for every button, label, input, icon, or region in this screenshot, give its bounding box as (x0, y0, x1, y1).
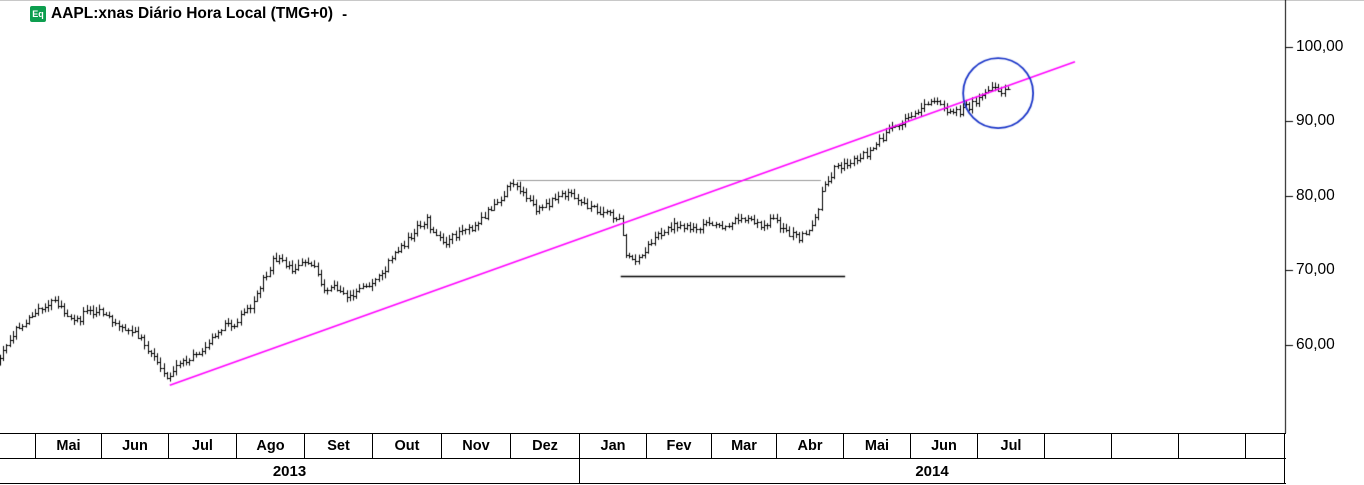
month-cell-nov-7: Nov (441, 434, 510, 458)
month-cell-empty-19 (1245, 434, 1285, 458)
month-cell-empty-17 (1111, 434, 1178, 458)
chart-titlebar: Eq AAPL:xnas Diário Hora Local (TMG+0) - (30, 5, 347, 23)
month-cell-abr-12: Abr (776, 434, 843, 458)
month-cell-mar-11: Mar (711, 434, 776, 458)
y-tick-label-3: 70,00 (1296, 261, 1335, 278)
chart-menu-dash-button[interactable]: - (342, 5, 348, 23)
month-cell-mai-1: Mai (35, 434, 101, 458)
month-axis: Mai Jun Jul Ago Set Out Nov Dez Jan Fev Mar Abr Mai J… (0, 433, 1286, 459)
month-cell-jun-14: Jun (910, 434, 977, 458)
month-cell-jul-15: Jul (977, 434, 1044, 458)
month-cell-out-6: Out (372, 434, 441, 458)
month-cell-jun-2: Jun (101, 434, 168, 458)
month-cell-fev-10: Fev (646, 434, 711, 458)
month-cell-mai-13: Mai (843, 434, 910, 458)
equity-badge-icon: Eq (30, 6, 46, 22)
year-axis: 2013 2014 (0, 459, 1286, 484)
month-cell-jul-3: Jul (168, 434, 236, 458)
y-tick-label-1: 90,00 (1296, 112, 1335, 129)
y-tick-label-4: 60,00 (1296, 336, 1335, 353)
y-tick-label-2: 80,00 (1296, 187, 1335, 204)
month-cell-ago-4: Ago (236, 434, 304, 458)
month-cell-jan-9: Jan (579, 434, 646, 458)
month-cell-empty-0 (0, 434, 35, 458)
y-tick-label-0: 100,00 (1296, 38, 1344, 55)
year-cell-2014-1: 2014 (579, 459, 1285, 483)
chart-title: AAPL:xnas Diário Hora Local (TMG+0) (51, 5, 334, 22)
month-cell-empty-18 (1178, 434, 1245, 458)
month-cell-empty-16 (1044, 434, 1111, 458)
year-cell-2013-0: 2013 (272, 462, 307, 480)
price-chart-canvas[interactable] (0, 0, 1364, 433)
month-cell-set-5: Set (304, 434, 372, 458)
month-cell-dez-8: Dez (510, 434, 579, 458)
